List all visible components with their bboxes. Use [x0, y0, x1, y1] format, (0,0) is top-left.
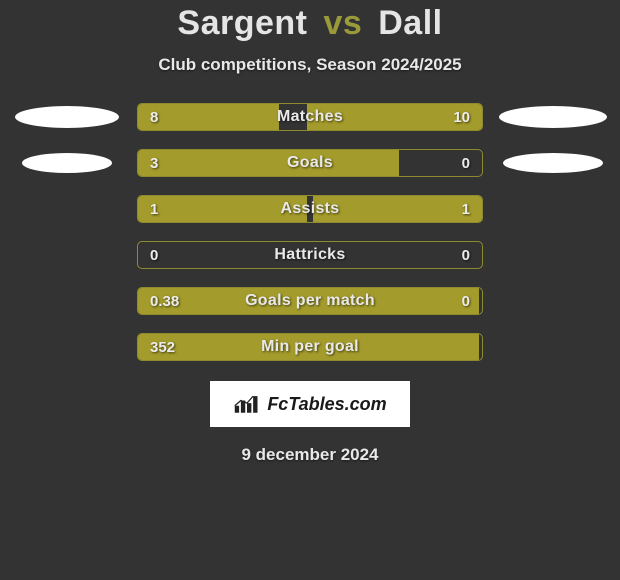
- stat-label: Matches: [138, 104, 482, 130]
- badge-spacer: [493, 209, 613, 210]
- stat-value-left: 352: [138, 334, 187, 360]
- stat-row: Matches8 10: [0, 103, 620, 131]
- stat-label: Min per goal: [138, 334, 482, 360]
- stat-value-right: 10: [441, 104, 482, 130]
- stat-value-left: 3: [138, 150, 170, 176]
- stat-row: Assists1 1: [0, 195, 620, 223]
- title-player2: Dall: [378, 4, 442, 42]
- brand-chart-icon: [233, 393, 261, 415]
- title-vs: vs: [323, 4, 362, 42]
- stat-value-left: 8: [138, 104, 170, 130]
- badge-spacer: [7, 209, 127, 210]
- stat-row: Goals per match0.380: [0, 287, 620, 315]
- subtitle: Club competitions, Season 2024/2025: [158, 55, 461, 75]
- club-badge-right: [499, 106, 607, 128]
- stat-bar: Assists1 1: [137, 195, 483, 223]
- stat-label: Hattricks: [138, 242, 482, 268]
- date-label: 9 december 2024: [241, 445, 378, 465]
- stat-value-left: 0: [138, 242, 170, 268]
- stat-label: Goals: [138, 150, 482, 176]
- title: Sargent vs Dall: [177, 4, 442, 43]
- badge-spacer: [493, 255, 613, 256]
- title-player1: Sargent: [177, 4, 307, 42]
- infographic-container: Sargent vs Dall Club competitions, Seaso…: [0, 0, 620, 580]
- club-badge-left: [22, 153, 112, 173]
- stat-value-right: 0: [450, 288, 482, 314]
- stat-value-left: 0.38: [138, 288, 191, 314]
- stat-bar: Min per goal352: [137, 333, 483, 361]
- club-badge-right: [503, 153, 603, 173]
- stat-value-right: 0: [450, 242, 482, 268]
- badge-spacer: [7, 347, 127, 348]
- stat-rows: Matches810Goals30Assists11Hattricks00Goa…: [0, 103, 620, 361]
- brand-banner: FcTables.com: [210, 381, 410, 427]
- badge-spacer: [7, 255, 127, 256]
- stat-value-right: 1: [450, 196, 482, 222]
- badge-spacer: [493, 301, 613, 302]
- stat-value-right: [458, 334, 482, 360]
- stat-label: Assists: [138, 196, 482, 222]
- stat-bar: Goals per match0.380: [137, 287, 483, 315]
- stat-row: Goals3 0: [0, 149, 620, 177]
- stat-row: Min per goal352: [0, 333, 620, 361]
- badge-spacer: [7, 301, 127, 302]
- stat-bar: Matches8 10: [137, 103, 483, 131]
- club-badge-left: [15, 106, 119, 128]
- stat-value-right: 0: [450, 150, 482, 176]
- brand-label: FcTables.com: [267, 394, 386, 415]
- stat-bar: Goals3 0: [137, 149, 483, 177]
- badge-spacer: [493, 347, 613, 348]
- stat-value-left: 1: [138, 196, 170, 222]
- stat-row: Hattricks0 0: [0, 241, 620, 269]
- stat-bar: Hattricks0 0: [137, 241, 483, 269]
